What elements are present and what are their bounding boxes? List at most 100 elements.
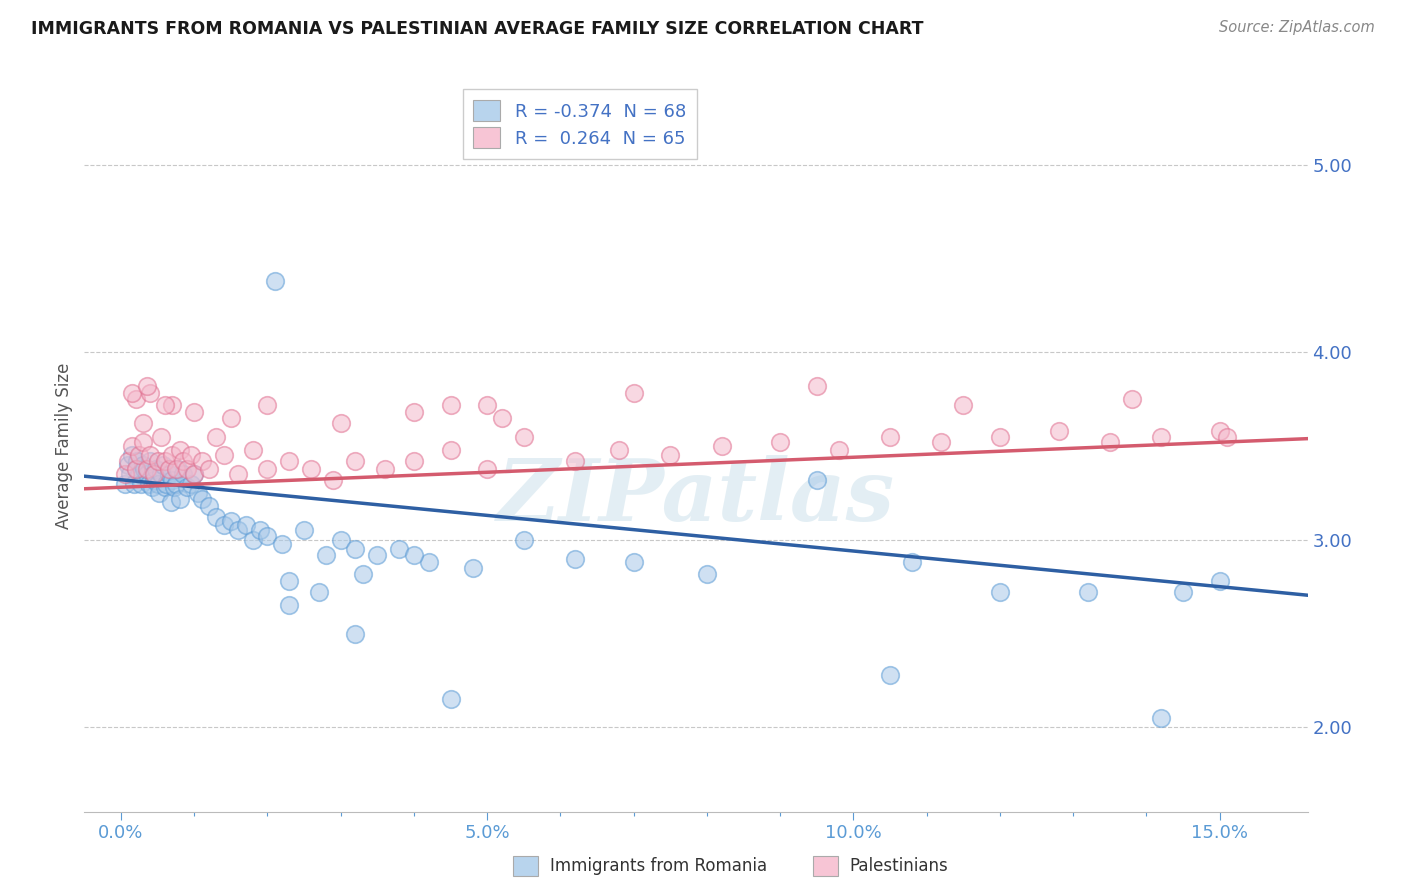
Point: [162, 449, 184, 463]
Point: [162, 398, 184, 412]
Point: [212, 449, 235, 463]
Point: [138, 476, 160, 491]
Point: [623, 555, 645, 569]
Point: [322, 473, 344, 487]
Text: IMMIGRANTS FROM ROMANIA VS PALESTINIAN AVERAGE FAMILY SIZE CORRELATION CHART: IMMIGRANTS FROM ROMANIA VS PALESTINIAN A…: [31, 20, 924, 37]
Y-axis label: Average Family Size: Average Family Size: [55, 363, 73, 529]
Point: [219, 410, 242, 425]
Point: [418, 555, 440, 569]
Point: [388, 542, 411, 557]
Point: [176, 480, 198, 494]
Point: [278, 454, 301, 468]
Point: [1047, 424, 1070, 438]
Point: [183, 467, 205, 482]
Point: [806, 473, 828, 487]
Point: [901, 555, 924, 569]
Point: [623, 386, 645, 401]
Point: [402, 454, 425, 468]
Point: [477, 398, 499, 412]
Point: [1208, 574, 1230, 588]
Point: [150, 429, 173, 443]
Point: [879, 668, 901, 682]
Text: Palestinians: Palestinians: [849, 857, 948, 875]
Point: [134, 461, 156, 475]
Point: [402, 548, 425, 562]
Point: [162, 473, 184, 487]
Point: [159, 495, 181, 509]
Point: [153, 398, 176, 412]
Point: [157, 461, 180, 475]
Point: [828, 442, 851, 457]
Point: [153, 454, 176, 468]
Point: [124, 461, 146, 475]
Point: [513, 429, 536, 443]
Point: [139, 386, 162, 401]
Point: [1150, 429, 1173, 443]
Point: [146, 476, 169, 491]
Point: [139, 449, 162, 463]
Point: [710, 439, 733, 453]
Point: [607, 442, 630, 457]
Point: [879, 429, 901, 443]
Point: [299, 461, 322, 475]
Point: [117, 454, 139, 468]
Point: [988, 429, 1011, 443]
Point: [988, 585, 1011, 599]
Point: [124, 392, 146, 406]
Point: [344, 542, 367, 557]
Point: [132, 435, 155, 450]
Point: [806, 379, 828, 393]
Point: [118, 467, 141, 482]
Point: [564, 551, 586, 566]
Point: [165, 476, 187, 491]
Point: [183, 467, 205, 482]
Point: [124, 461, 146, 475]
Point: [292, 524, 315, 538]
Point: [142, 467, 165, 482]
Point: [402, 405, 425, 419]
Point: [931, 435, 953, 450]
Point: [513, 533, 536, 547]
Point: [769, 435, 792, 450]
Point: [564, 454, 586, 468]
Point: [696, 566, 718, 581]
Point: [1121, 392, 1143, 406]
Point: [256, 461, 278, 475]
Point: [249, 524, 271, 538]
Point: [176, 461, 198, 475]
Point: [205, 510, 228, 524]
Point: [271, 536, 294, 550]
Point: [131, 476, 153, 491]
Point: [180, 476, 202, 491]
Point: [491, 410, 513, 425]
Point: [461, 561, 484, 575]
Point: [344, 454, 367, 468]
Point: [278, 574, 301, 588]
Point: [121, 449, 143, 463]
Text: Source: ZipAtlas.com: Source: ZipAtlas.com: [1219, 20, 1375, 35]
Point: [183, 405, 205, 419]
Point: [198, 499, 221, 513]
Point: [256, 398, 278, 412]
Point: [135, 379, 157, 393]
Point: [172, 454, 194, 468]
Point: [1171, 585, 1194, 599]
Point: [1077, 585, 1099, 599]
Point: [952, 398, 974, 412]
Point: [235, 517, 257, 532]
Point: [127, 454, 149, 468]
Point: [329, 533, 352, 547]
Point: [165, 461, 187, 475]
Point: [256, 529, 278, 543]
Point: [139, 454, 162, 468]
Point: [163, 480, 186, 494]
Point: [114, 476, 136, 491]
Point: [142, 473, 165, 487]
Point: [212, 517, 235, 532]
Point: [366, 548, 388, 562]
Point: [352, 566, 374, 581]
Point: [242, 442, 264, 457]
Point: [135, 467, 157, 482]
Point: [153, 480, 176, 494]
Point: [117, 458, 139, 472]
